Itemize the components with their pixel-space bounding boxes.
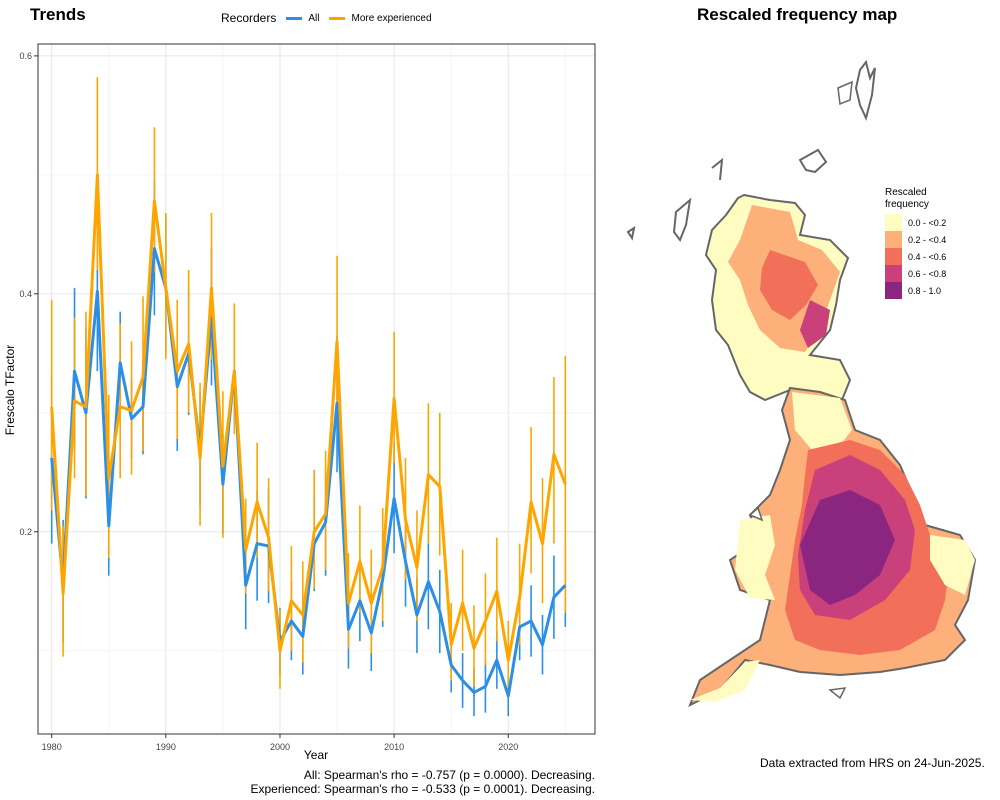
map-legend-title-line1: Rescaled (885, 187, 927, 198)
plot-frame (37, 43, 596, 735)
stats-experienced: Experienced: Spearman's rho = -0.533 (p … (250, 782, 596, 796)
legend-item-experienced: More experienced (329, 12, 432, 24)
cornwall-pale (690, 660, 760, 702)
map-legend-swatch-1 (885, 214, 902, 231)
legend-title: Recorders (221, 11, 277, 25)
scotland-high-band (760, 250, 818, 320)
y-axis-label: Frescalo TFactor (3, 345, 17, 435)
footer-note: Data extracted from HRS on 24-Jun-2025. (760, 756, 985, 770)
legend-swatch-all (286, 16, 303, 20)
east-anglia-pale (930, 535, 975, 595)
legend-label-experienced: More experienced (351, 12, 432, 24)
chart-legend: Recorders All More experienced (221, 11, 432, 25)
map-legend-label-4: 0.6 - <0.8 (908, 268, 947, 279)
map-legend-row-2: 0.2 - <0.4 (885, 231, 946, 248)
map-legend-title: Rescaled frequency (885, 187, 946, 211)
map-legend-swatch-5 (885, 282, 902, 299)
map-legend-label-5: 0.8 - 1.0 (908, 285, 942, 296)
irish-sea-islands (748, 506, 847, 700)
legend-item-all: All (286, 13, 319, 24)
scotland-east-band (800, 300, 830, 348)
x-tick-label: 2010 (384, 742, 404, 752)
trends-title: Trends (30, 5, 86, 24)
x-axis-label: Year (304, 748, 328, 762)
north-england-pale (792, 392, 852, 450)
series-line-experienced (50, 173, 567, 662)
x-tick-label: 2000 (270, 742, 290, 752)
x-tick-label: 1980 (42, 742, 62, 752)
x-tick-label: 1990 (156, 742, 176, 752)
y-tick-label: 0.4 (19, 289, 32, 299)
stats-block: All: Spearman's rho = -0.757 (p = 0.0000… (180, 768, 596, 796)
map-legend-label-2: 0.2 - <0.4 (908, 234, 947, 245)
map-legend-row-4: 0.6 - <0.8 (885, 265, 946, 282)
britain-frequency-map (626, 59, 977, 708)
x-tick-label: 2020 (498, 742, 518, 752)
map-legend: Rescaled frequency 0.0 - <0.2 0.2 - <0.4… (885, 187, 946, 299)
orkney-outline (798, 148, 828, 174)
map-legend-title-line2: frequency (885, 199, 929, 210)
legend-swatch-experienced (329, 16, 346, 20)
map-legend-swatch-4 (885, 265, 902, 282)
legend-label-all: All (308, 12, 320, 24)
trend-chart: 1980 1990 2000 2010 2020 0.2 0.4 0.6 Year Fresc… (3, 43, 596, 762)
map-legend-label-1: 0.0 - <0.2 (908, 217, 947, 228)
map-title: Rescaled frequency map (697, 5, 898, 24)
map-legend-swatch-3 (885, 248, 902, 265)
map-legend-row-3: 0.4 - <0.6 (885, 248, 946, 265)
hebrides-outline (626, 157, 724, 243)
map-legend-row-5: 0.8 - 1.0 (885, 282, 946, 299)
series-line-all (50, 247, 567, 698)
y-tick-label: 0.2 (19, 527, 32, 537)
wales-pale (735, 515, 775, 600)
shetland-outline (854, 59, 876, 121)
y-tick-label: 0.6 (19, 51, 32, 61)
stats-all: All: Spearman's rho = -0.757 (p = 0.0000… (303, 768, 595, 782)
map-legend-row-1: 0.0 - <0.2 (885, 214, 946, 231)
map-legend-swatch-2 (885, 231, 902, 248)
map-legend-label-3: 0.4 - <0.6 (908, 251, 947, 262)
england-top-band (800, 490, 895, 605)
shetland-outline-2 (837, 80, 853, 106)
